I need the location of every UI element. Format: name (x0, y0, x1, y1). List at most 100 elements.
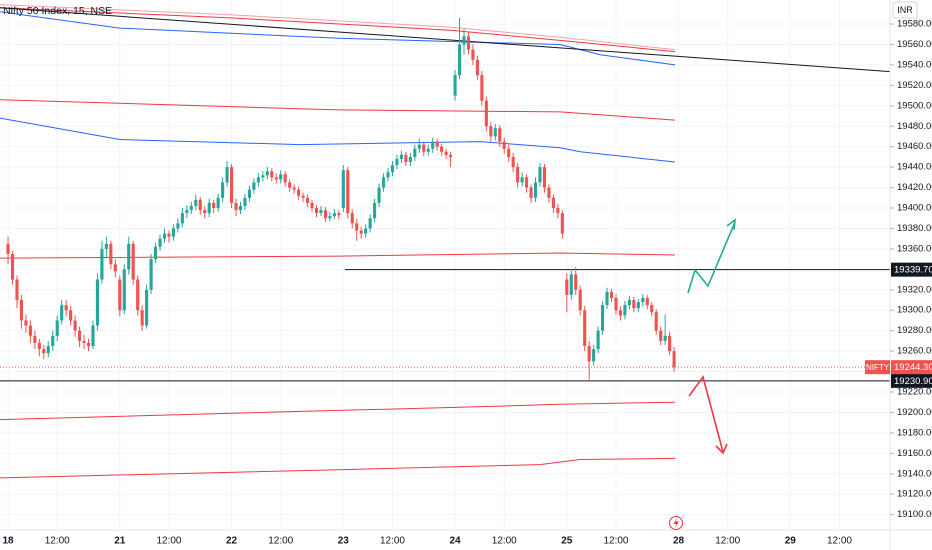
candle-body (475, 59, 479, 76)
y-tick-label: 19220.00 (897, 387, 932, 398)
candle-body (462, 36, 466, 45)
candle-body (627, 300, 631, 306)
candle-body (395, 158, 399, 166)
y-tick-label: 19260.00 (897, 346, 932, 357)
candle-body (265, 171, 269, 176)
currency-box (892, 1, 918, 19)
candle-body (86, 342, 91, 347)
indicators (0, 4, 891, 479)
candle-body (185, 210, 189, 214)
candle-body (194, 199, 198, 206)
candle-body (493, 128, 497, 137)
candle-body (332, 213, 336, 217)
candle-body (565, 279, 569, 295)
axes: 19100.00 19120.00 19140.00 19160.00 19180.00… (2, 19, 932, 547)
candle-body (149, 259, 153, 290)
indicator-line (0, 7, 891, 73)
candle-body (216, 197, 220, 209)
candle-body (444, 151, 448, 155)
candle-body (136, 279, 140, 311)
candle-body (225, 167, 229, 183)
candle-body (364, 228, 368, 234)
candle-body (140, 310, 144, 326)
candle-body (100, 248, 104, 280)
indicator-line (0, 457, 676, 479)
candle-body (73, 320, 77, 331)
y-tick-label: 19540.00 (897, 59, 932, 70)
candle-body (37, 342, 41, 350)
candle-body (502, 141, 506, 149)
indicator-line (0, 99, 676, 121)
candle-body (207, 202, 211, 214)
candle-body (404, 154, 408, 163)
candle-body (435, 141, 439, 147)
candle-body (118, 279, 122, 311)
x-tick-label: 24 (449, 536, 461, 547)
y-tick-label: 19300.00 (897, 305, 932, 316)
candle-body (279, 174, 283, 180)
candle-body (78, 330, 82, 341)
candle-body (413, 148, 417, 157)
candle-body (511, 156, 515, 168)
candle-body (113, 264, 117, 272)
candle-body (243, 197, 247, 206)
candle-body (480, 75, 484, 101)
candle-body (24, 320, 28, 326)
candle-body (19, 300, 24, 321)
candle-body (592, 349, 596, 362)
candle-body (650, 305, 654, 313)
candle-body (574, 274, 578, 290)
x-tick-label: 12:00 (268, 536, 293, 547)
candle-body (51, 335, 55, 347)
level-label-box (891, 262, 932, 277)
candle-body (533, 182, 538, 198)
candle-body (162, 233, 167, 239)
candle-body (350, 213, 354, 224)
y-tick-label: 19320.00 (897, 284, 932, 295)
x-tick-label: 12:00 (156, 536, 181, 547)
last-price-box (891, 360, 932, 375)
y-tick-label: 19120.00 (897, 489, 932, 500)
candle-body (6, 243, 10, 255)
candle-body (551, 197, 555, 209)
candle-body (373, 202, 377, 219)
candle-body (131, 243, 135, 280)
candle-body (422, 144, 426, 152)
candle-body (587, 346, 591, 362)
candle-body (578, 289, 582, 311)
candle-body (426, 148, 430, 152)
candle-body (261, 175, 265, 178)
candle-body (542, 167, 547, 188)
candle-body (520, 177, 524, 183)
x-tick-label: 22 (226, 536, 238, 547)
candle-body (386, 172, 390, 178)
indicator-line (0, 117, 676, 163)
y-tick-label: 19100.00 (897, 509, 932, 520)
y-tick-label: 19500.00 (897, 100, 932, 111)
candle-body (672, 351, 676, 368)
candle-body (212, 202, 216, 209)
x-tick-label: 12:00 (492, 536, 517, 547)
candle-body (355, 223, 359, 231)
last-price-label: 19244.30 (894, 362, 932, 373)
indicator-line (0, 7, 676, 53)
x-tick-label: 25 (561, 536, 573, 547)
event-bolt (673, 518, 679, 528)
candle-body (596, 330, 600, 350)
candle-body (238, 205, 243, 211)
candle-body (198, 199, 202, 211)
x-tick-label: 12:00 (827, 536, 852, 547)
x-tick-label: 12:00 (380, 536, 405, 547)
level-label-box (891, 373, 932, 388)
y-tick-label: 19480.00 (897, 121, 932, 132)
candle-body (668, 335, 672, 352)
y-tick-label: 19280.00 (897, 325, 932, 336)
candle-body (127, 243, 131, 270)
y-tick-label: 19460.00 (897, 141, 932, 152)
y-tick-label: 19440.00 (897, 162, 932, 173)
candle-body (328, 216, 332, 219)
y-tick-label: 19180.00 (897, 427, 932, 438)
candle-body (636, 302, 640, 309)
